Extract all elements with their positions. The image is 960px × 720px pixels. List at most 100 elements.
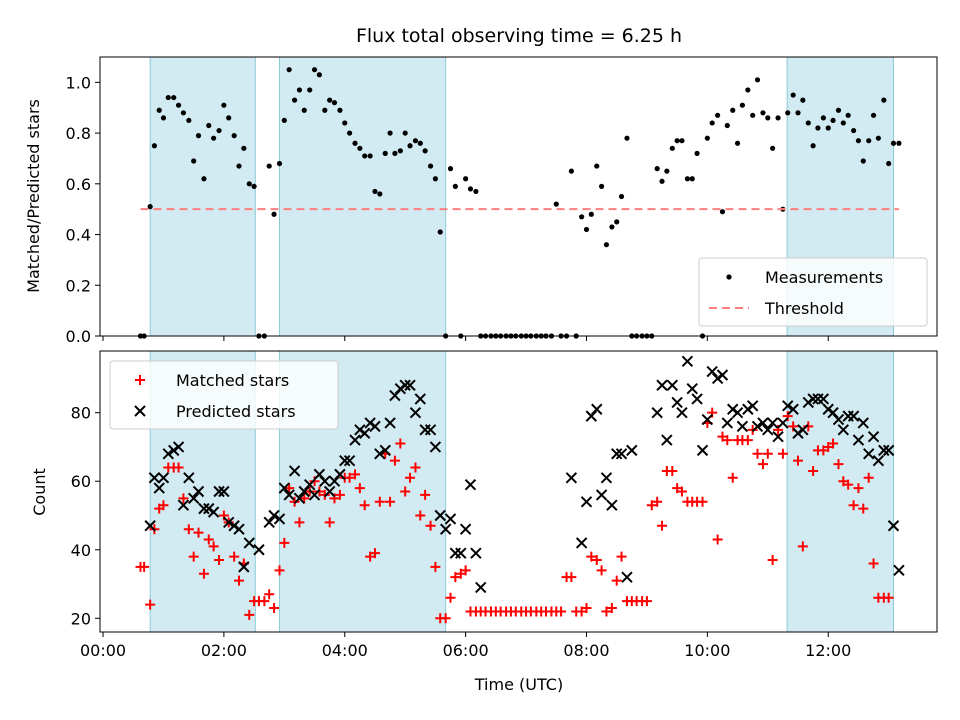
measurement-point — [765, 115, 771, 121]
measurement-point — [195, 133, 202, 139]
matched-point — [145, 599, 156, 610]
measurement-point — [835, 107, 842, 113]
matched-point — [863, 472, 874, 483]
predicted-point — [455, 547, 467, 559]
measurement-point — [568, 168, 574, 174]
axes-frame — [99, 56, 938, 337]
predicted-point — [273, 513, 286, 525]
legend-label: Threshold — [764, 299, 844, 318]
matched-point — [808, 465, 819, 476]
matched-point — [400, 486, 411, 497]
predicted-point — [676, 406, 688, 419]
predicted-point — [696, 444, 709, 457]
measurement-point — [291, 97, 298, 103]
matched-point — [350, 469, 361, 480]
predicted-point — [797, 424, 809, 436]
predicted-point — [656, 379, 668, 391]
predicted-point — [263, 516, 275, 529]
legend-x-marker — [134, 405, 146, 417]
predicted-point — [716, 369, 729, 381]
predicted-point — [475, 581, 487, 594]
axes-frame — [99, 350, 938, 633]
predicted-point — [187, 492, 200, 505]
matched-point — [606, 603, 617, 614]
measurement-point — [866, 138, 872, 144]
measurement-point — [881, 97, 887, 103]
measurement-point — [704, 135, 710, 141]
predicted-point — [153, 482, 165, 494]
matched-point — [616, 551, 627, 562]
predicted-point — [777, 417, 789, 429]
measurement-point — [719, 209, 726, 215]
matched-point — [299, 493, 310, 504]
legend-label: Matched stars — [176, 371, 289, 390]
measurement-point — [452, 183, 458, 189]
measurement-point — [785, 110, 791, 116]
measurement-point — [724, 122, 730, 129]
predicted-point — [671, 396, 683, 409]
x-tick-label: 06:00 — [443, 641, 489, 660]
measurement-point — [171, 94, 177, 101]
matched-point — [752, 448, 763, 459]
matched-point — [566, 572, 577, 583]
measurement-point — [754, 77, 761, 83]
measurement-point — [715, 112, 721, 118]
legend-dot-marker — [726, 274, 732, 280]
predicted-point — [298, 485, 310, 498]
measurement-point — [407, 143, 413, 149]
predicted-point — [313, 468, 326, 481]
measurement-point — [422, 148, 428, 154]
predicted-point — [459, 523, 472, 535]
measurement-point — [160, 115, 167, 121]
matched-point — [324, 517, 335, 528]
legend-label: Predicted stars — [176, 402, 296, 421]
predicted-point — [827, 406, 839, 419]
matched-point — [284, 483, 295, 494]
predicted-point — [148, 472, 161, 484]
predicted-point — [606, 499, 618, 511]
y-axis-label-count: Count — [30, 468, 49, 516]
y-tick-label: 1.0 — [66, 73, 91, 92]
matched-point — [359, 500, 370, 511]
measurement-point — [890, 140, 897, 146]
matched-point — [853, 483, 864, 494]
matched-point — [460, 565, 471, 576]
x-axis-label: Time (UTC) — [474, 675, 563, 694]
predicted-point — [887, 520, 900, 532]
measurement-point — [397, 148, 403, 154]
matched-point — [139, 561, 150, 572]
predicted-point — [757, 417, 769, 429]
measurement-point — [322, 107, 328, 113]
predicted-point — [867, 430, 880, 443]
predicted-point — [183, 472, 195, 484]
predicted-point — [374, 448, 386, 460]
predicted-point — [389, 389, 401, 402]
predicted-point — [207, 506, 220, 518]
x-tick-label: 08:00 — [563, 641, 609, 660]
predicted-point — [439, 523, 452, 535]
measurement-point — [266, 163, 272, 169]
matched-point — [233, 575, 244, 586]
y-tick-label: 80 — [71, 404, 91, 423]
matched-point — [767, 555, 778, 566]
predicted-point — [591, 403, 603, 415]
legend-label: Measurements — [765, 268, 883, 287]
measurement-point — [553, 201, 559, 207]
matched-point — [193, 527, 204, 538]
predicted-point — [308, 489, 321, 501]
measurement-point — [180, 110, 186, 116]
predicted-point — [721, 417, 734, 429]
measurement-point — [241, 145, 247, 151]
chart-title: Flux total observing time = 6.25 h — [356, 25, 682, 47]
predicted-point — [384, 417, 396, 429]
measurement-point — [588, 211, 594, 217]
measurement-point — [579, 214, 585, 220]
measurement-point — [342, 120, 348, 126]
measurement-point — [201, 176, 207, 182]
measurement-point — [412, 138, 419, 144]
measurement-point — [855, 138, 862, 144]
matched-point — [269, 603, 280, 614]
measurement-point — [689, 176, 695, 182]
measurement-point — [231, 133, 237, 139]
predicted-point — [253, 544, 265, 556]
